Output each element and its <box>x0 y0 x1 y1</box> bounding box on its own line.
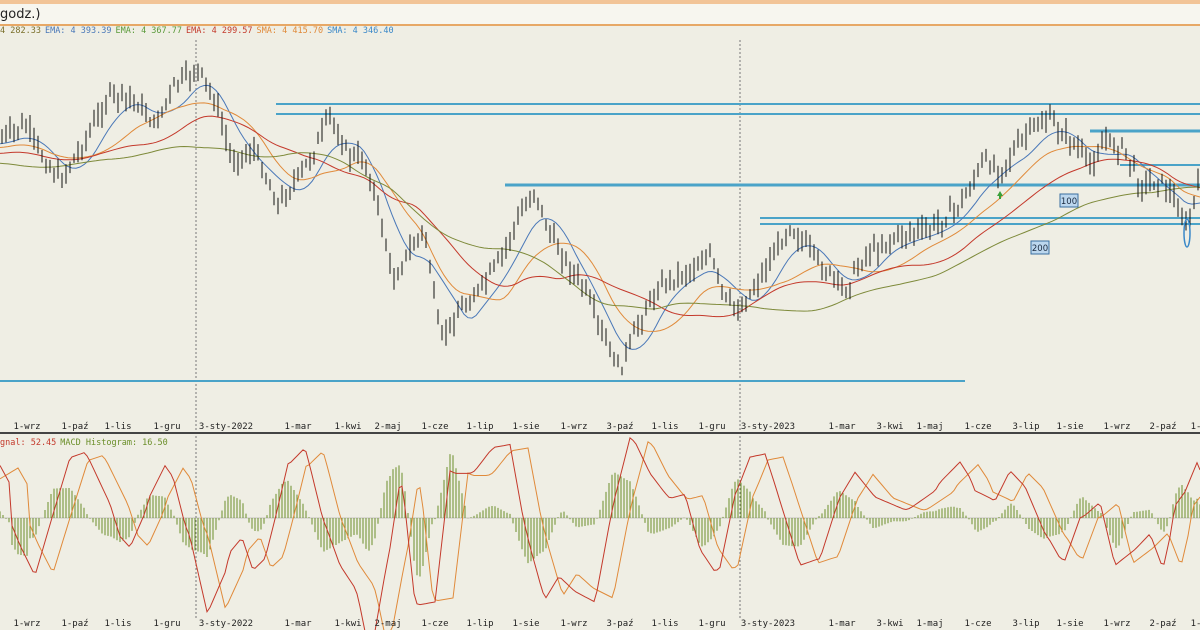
ema-line-blue <box>0 84 1200 350</box>
chart-header: godz.) <box>0 4 1200 26</box>
price-tick-label-17: 3-kwi <box>876 422 903 432</box>
price-tick-label-9: 1-lip <box>466 422 493 432</box>
macd-tick-label-10: 1-sie <box>512 619 539 629</box>
macd-tick-label-11: 1-wrz <box>560 619 587 629</box>
price-tick-label-22: 1-wrz <box>1103 422 1130 432</box>
price-tick-label-8: 1-cze <box>421 422 448 432</box>
price-tick-label-21: 1-sie <box>1056 422 1083 432</box>
price-tick-label-13: 1-lis <box>651 422 678 432</box>
macd-tick-label-16: 1-mar <box>828 619 856 629</box>
annotation-box-0 <box>1059 193 1079 208</box>
macd-tick-label-20: 3-lip <box>1012 619 1039 629</box>
price-tick-label-2: 1-lis <box>104 422 131 432</box>
price-tick-label-3: 1-gru <box>153 422 180 432</box>
indicator-legend: 4 282.33 EMA: 4 393.39 EMA: 4 367.77 EMA: 4… <box>0 26 398 38</box>
macd-signal-line <box>0 440 1200 630</box>
macd-legend-item-0: gnal: 52.45 <box>0 438 57 448</box>
macd-tick-label-7: 2-maj <box>374 619 401 629</box>
macd-tick-label-6: 1-kwi <box>334 619 361 629</box>
top-accent-bar <box>0 0 1200 4</box>
price-tick-label-11: 1-wrz <box>560 422 587 432</box>
price-tick-label-16: 1-mar <box>828 422 856 432</box>
price-tick-label-4: 3-sty-2022 <box>199 422 253 432</box>
price-tick-label-20: 3-lip <box>1012 422 1039 432</box>
macd-tick-label-22: 1-wrz <box>1103 619 1130 629</box>
legend-item-5: SMA: 4 346.40 <box>327 26 394 36</box>
macd-tick-label-1: 1-paź <box>61 619 88 629</box>
macd-tick-label-24: 1- <box>1191 619 1200 629</box>
panel-separator <box>0 432 1200 434</box>
legend-item-3: EMA: 4 299.57 <box>186 26 253 36</box>
annotation-label-0: 100 <box>1061 197 1077 207</box>
price-tick-label-1: 1-paź <box>61 422 88 432</box>
price-tick-label-14: 1-gru <box>698 422 725 432</box>
price-tick-label-15: 3-sty-2023 <box>741 422 795 432</box>
macd-tick-label-8: 1-cze <box>421 619 448 629</box>
legend-item-2: EMA: 4 367.77 <box>115 26 183 36</box>
price-tick-label-24: 1- <box>1191 422 1200 432</box>
ema-line-olive <box>0 145 1200 312</box>
chart-title: godz.) <box>0 7 41 22</box>
macd-tick-label-3: 1-gru <box>153 619 180 629</box>
macd-legend-item-1: MACD Histogram: 16.50 <box>60 438 168 448</box>
macd-tick-label-0: 1-wrz <box>13 619 40 629</box>
legend-item-0: 4 282.33 <box>0 26 41 36</box>
price-tick-label-6: 1-kwi <box>334 422 361 432</box>
macd-tick-label-23: 2-paź <box>1149 619 1176 629</box>
macd-tick-label-5: 1-mar <box>284 619 312 629</box>
macd-tick-label-19: 1-cze <box>964 619 991 629</box>
legend-item-1: EMA: 4 393.39 <box>44 26 112 36</box>
macd-tick-label-21: 1-sie <box>1056 619 1083 629</box>
price-tick-label-0: 1-wrz <box>13 422 40 432</box>
price-tick-label-7: 2-maj <box>374 422 401 432</box>
annotation-box-1 <box>1030 240 1050 255</box>
macd-tick-label-9: 1-lip <box>466 619 493 629</box>
macd-tick-label-17: 3-kwi <box>876 619 903 629</box>
price-tick-label-23: 2-paź <box>1149 422 1176 432</box>
price-tick-label-18: 1-maj <box>916 422 943 432</box>
ema-line-red <box>0 115 1200 318</box>
macd-tick-label-13: 1-lis <box>651 619 678 629</box>
macd-tick-label-12: 3-paź <box>606 619 633 629</box>
macd-tick-label-14: 1-gru <box>698 619 725 629</box>
macd-line <box>0 437 1200 630</box>
price-tick-label-19: 1-cze <box>964 422 991 432</box>
macd-legend: gnal: 52.45 MACD Histogram: 16.50 <box>0 438 172 450</box>
up-arrow-icon <box>997 191 1003 199</box>
price-tick-label-12: 3-paź <box>606 422 633 432</box>
price-tick-label-5: 1-mar <box>284 422 312 432</box>
macd-tick-label-2: 1-lis <box>104 619 131 629</box>
highlight-ellipse <box>1183 218 1191 248</box>
macd-tick-label-15: 3-sty-2023 <box>741 619 795 629</box>
macd-tick-label-4: 3-sty-2022 <box>199 619 253 629</box>
macd-tick-label-18: 1-maj <box>916 619 943 629</box>
annotation-label-1: 200 <box>1032 244 1048 254</box>
legend-item-4: SMA: 4 415.70 <box>256 26 324 36</box>
price-tick-label-10: 1-sie <box>512 422 539 432</box>
